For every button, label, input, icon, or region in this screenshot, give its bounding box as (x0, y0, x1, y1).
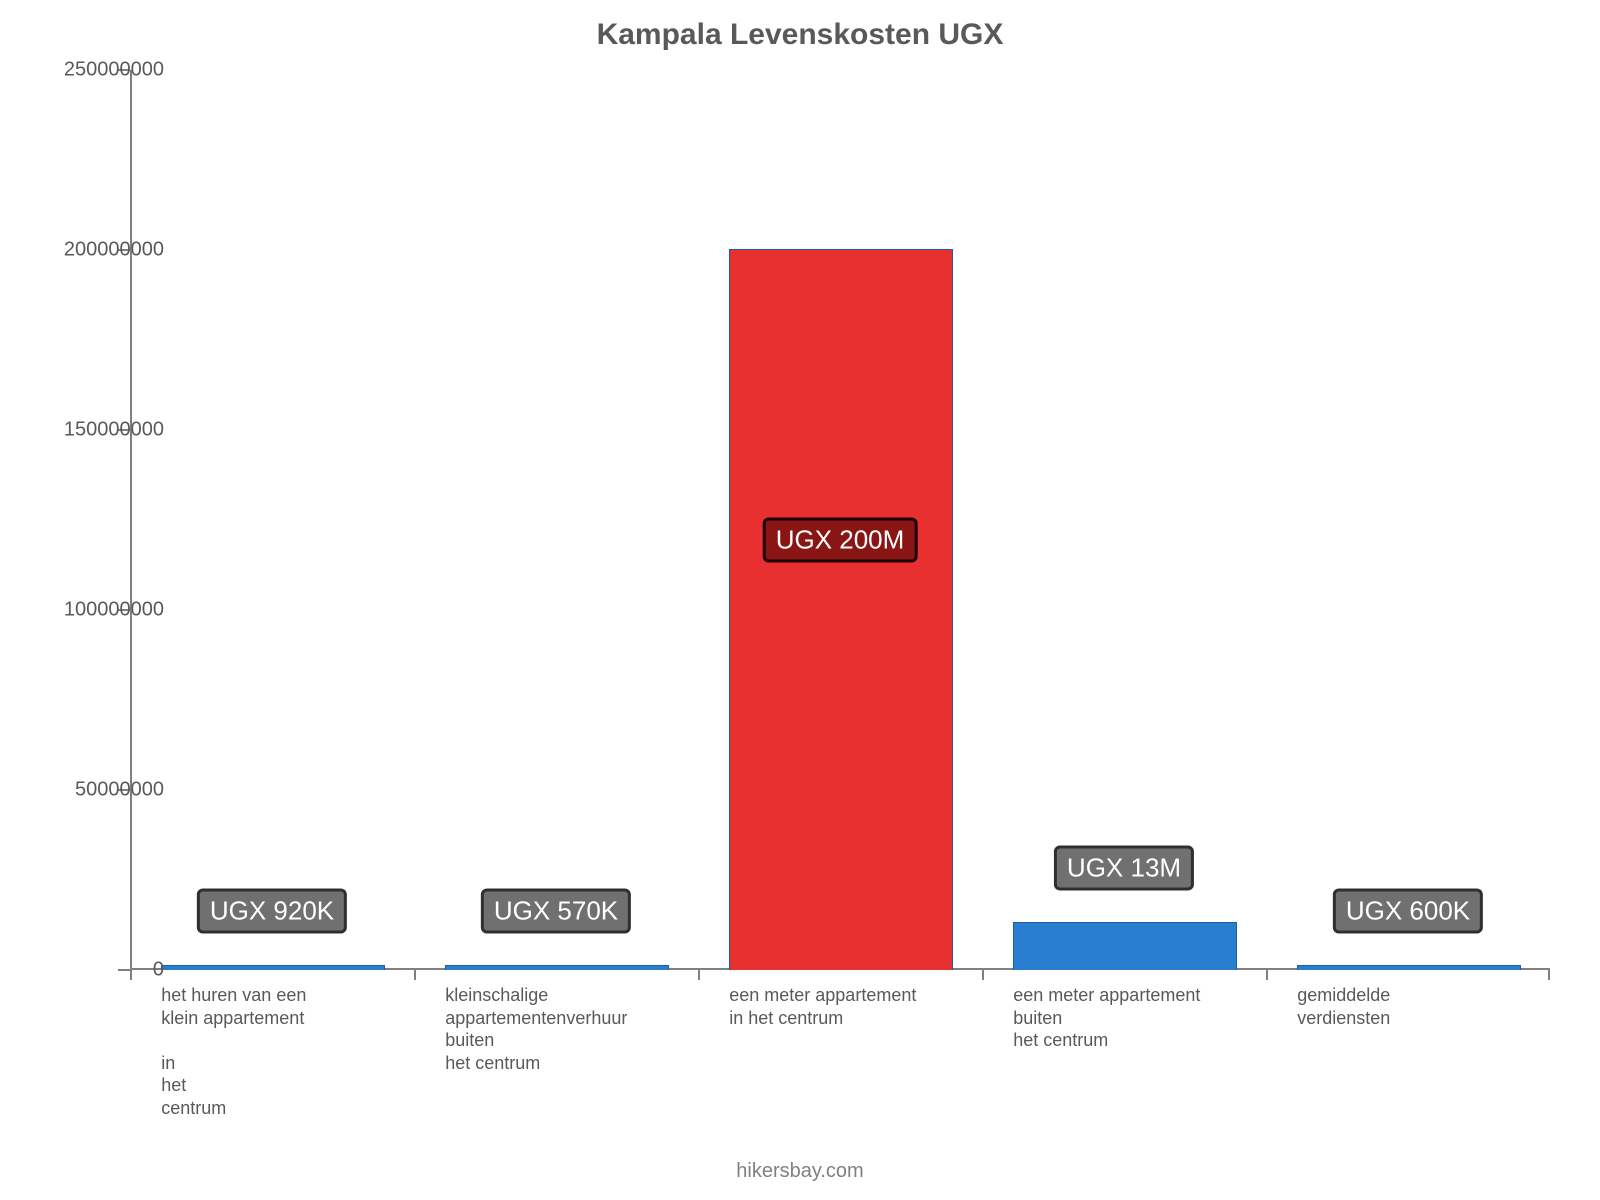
y-axis-label: 200000000 (64, 239, 164, 262)
category-label: een meter appartement in het centrum (729, 984, 951, 1029)
chart-title: Kampala Levenskosten UGX (0, 18, 1600, 52)
bar (1013, 922, 1237, 970)
bar (1297, 965, 1521, 970)
x-tick (1548, 970, 1550, 980)
bar (445, 965, 669, 970)
y-axis-label: 100000000 (64, 599, 164, 622)
bar (729, 249, 953, 970)
category-label: kleinschalige appartementenverhuur buite… (445, 984, 667, 1074)
category-label: gemiddelde verdiensten (1297, 984, 1519, 1029)
plot-area: UGX 920K UGX 570K UGX 200M UGX 13M UGX 600K (130, 70, 1550, 970)
bars-group: UGX 920K UGX 570K UGX 200M UGX 13M UGX 600K (130, 70, 1550, 970)
y-axis-label: 250000000 (64, 59, 164, 82)
x-tick (698, 970, 700, 980)
y-axis-label: 0 (153, 959, 164, 982)
value-label: UGX 570K (481, 889, 631, 934)
y-axis-label: 150000000 (64, 419, 164, 442)
bar (161, 965, 385, 970)
x-tick (130, 970, 132, 980)
value-label: UGX 920K (197, 889, 347, 934)
x-tick (414, 970, 416, 980)
y-tick (118, 969, 130, 971)
x-tick (1266, 970, 1268, 980)
value-label: UGX 13M (1054, 846, 1194, 891)
chart-footer: hikersbay.com (0, 1160, 1600, 1183)
chart-container: Kampala Levenskosten UGX UGX 920K UGX 570… (0, 0, 1600, 1200)
value-label: UGX 600K (1333, 889, 1483, 934)
value-label: UGX 200M (763, 517, 918, 562)
category-label: het huren van een klein appartement in h… (161, 984, 383, 1119)
y-axis-label: 50000000 (75, 779, 164, 802)
category-label: een meter appartement buiten het centrum (1013, 984, 1235, 1052)
x-tick (982, 970, 984, 980)
